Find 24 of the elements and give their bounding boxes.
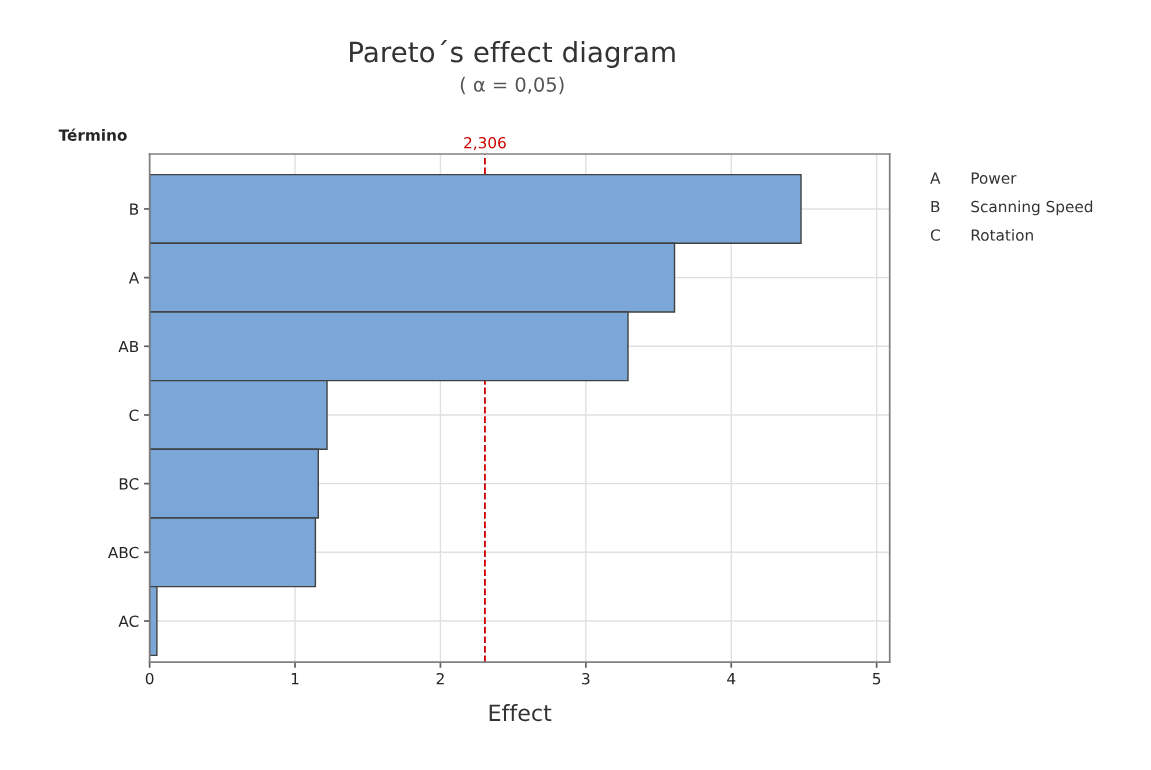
- x-tick-label: 0: [145, 672, 154, 685]
- text: Power: [971, 172, 1017, 184]
- y-axis-title: Término: [58, 128, 127, 141]
- text: Rotation: [971, 229, 1033, 241]
- x-tick-label: 1: [291, 673, 299, 685]
- chart-subtitle: ( α = 0,05): [460, 76, 564, 95]
- text: A: [930, 172, 941, 184]
- y-tick-label: AC: [118, 615, 139, 628]
- ref-line-label: 2,306: [464, 136, 506, 151]
- chart-title: Pareto´s effect diagram: [350, 39, 675, 68]
- y-tick-label: BC: [119, 478, 139, 490]
- y-tick-label: ABC: [108, 546, 139, 559]
- text: Scanning Speed: [971, 200, 1093, 216]
- y-tick-label: AB: [118, 340, 139, 353]
- text: B: [931, 200, 940, 213]
- x-tick-label: 4: [727, 673, 736, 685]
- x-tick-label: 2: [436, 672, 444, 685]
- y-tick-label: B: [130, 203, 139, 215]
- x-tick-label: 3: [582, 672, 590, 685]
- y-tick-label: C: [129, 409, 139, 421]
- y-tick-label: A: [128, 272, 140, 284]
- x-axis-title: Effect: [489, 704, 552, 722]
- x-tick-label: 5: [872, 673, 881, 685]
- text: C: [930, 229, 940, 241]
